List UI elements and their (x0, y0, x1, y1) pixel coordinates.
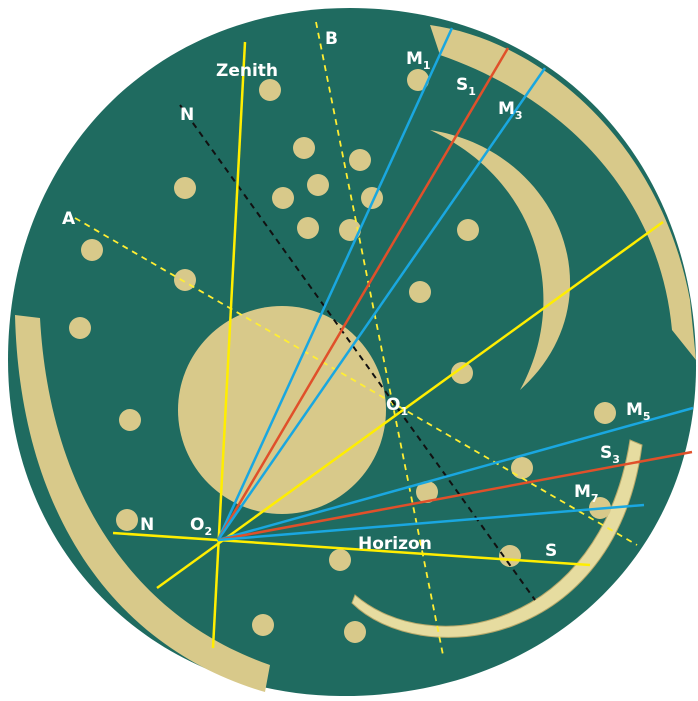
label: M1 (406, 49, 431, 72)
star (511, 457, 533, 479)
star (69, 317, 91, 339)
star (297, 217, 319, 239)
label: Zenith (216, 61, 278, 81)
label-subscript: 5 (643, 410, 651, 423)
label: S1 (456, 75, 476, 98)
label: M7 (574, 482, 599, 505)
label: M3 (498, 99, 523, 122)
diagonal-line (156, 220, 664, 590)
star (174, 177, 196, 199)
star (451, 362, 473, 384)
label: O2 (190, 515, 212, 538)
star (344, 621, 366, 643)
line-m7 (217, 503, 645, 542)
label-subscript: 3 (612, 453, 620, 466)
label: M5 (626, 400, 651, 423)
sun (178, 306, 386, 514)
line-s3 (217, 450, 693, 542)
label: A (62, 209, 76, 229)
star (594, 402, 616, 424)
label: S (545, 541, 557, 561)
label-text: O (190, 515, 204, 535)
gold-shapes (15, 25, 696, 692)
star (339, 219, 361, 241)
label-text: M (406, 49, 423, 69)
rim-arc-right (430, 25, 696, 360)
label-subscript: 3 (515, 109, 523, 122)
star (409, 281, 431, 303)
star (174, 269, 196, 291)
label-text: Horizon (358, 534, 432, 554)
dashed-line-a (74, 217, 638, 546)
star (349, 149, 371, 171)
ship-arc (351, 439, 643, 638)
label: N (140, 515, 154, 535)
line-m1 (216, 27, 454, 541)
line-m3 (216, 67, 547, 541)
star (293, 137, 315, 159)
label-text: S (600, 443, 612, 463)
label-text: Zenith (216, 61, 278, 81)
star (144, 611, 166, 633)
star (416, 481, 438, 503)
lines (74, 21, 694, 656)
label-text: M (574, 482, 591, 502)
label-text: M (498, 99, 515, 119)
stars (69, 69, 616, 643)
label-subscript: 1 (400, 405, 408, 418)
label-text: B (325, 29, 338, 49)
label: N (180, 105, 194, 125)
dashed-line-n (179, 104, 536, 601)
star (457, 219, 479, 241)
label: O1 (386, 395, 408, 418)
label-text: N (140, 515, 154, 535)
label-subscript: 2 (204, 525, 212, 538)
line-m5 (217, 406, 694, 542)
zenith-line (211, 41, 247, 649)
label-text: N (180, 105, 194, 125)
star (116, 509, 138, 531)
label: B (325, 29, 338, 49)
star (307, 174, 329, 196)
line-s1 (216, 47, 510, 541)
moon-crescent (430, 130, 571, 390)
star (499, 545, 521, 567)
label-text: S (545, 541, 557, 561)
label-text: M (626, 400, 643, 420)
star (329, 549, 351, 571)
label-subscript: 7 (591, 492, 599, 505)
label-subscript: 1 (468, 85, 476, 98)
dashed-line-b (315, 21, 444, 656)
label: Horizon (358, 534, 432, 554)
star (272, 187, 294, 209)
star (259, 79, 281, 101)
label-text: A (62, 209, 76, 229)
star (119, 409, 141, 431)
label-subscript: 1 (423, 59, 431, 72)
rim-arc-left (15, 315, 270, 692)
label-text: O (386, 395, 400, 415)
horizon-line (112, 531, 591, 567)
label-text: S (456, 75, 468, 95)
star (407, 69, 429, 91)
label: S3 (600, 443, 620, 466)
star (81, 239, 103, 261)
star (252, 614, 274, 636)
